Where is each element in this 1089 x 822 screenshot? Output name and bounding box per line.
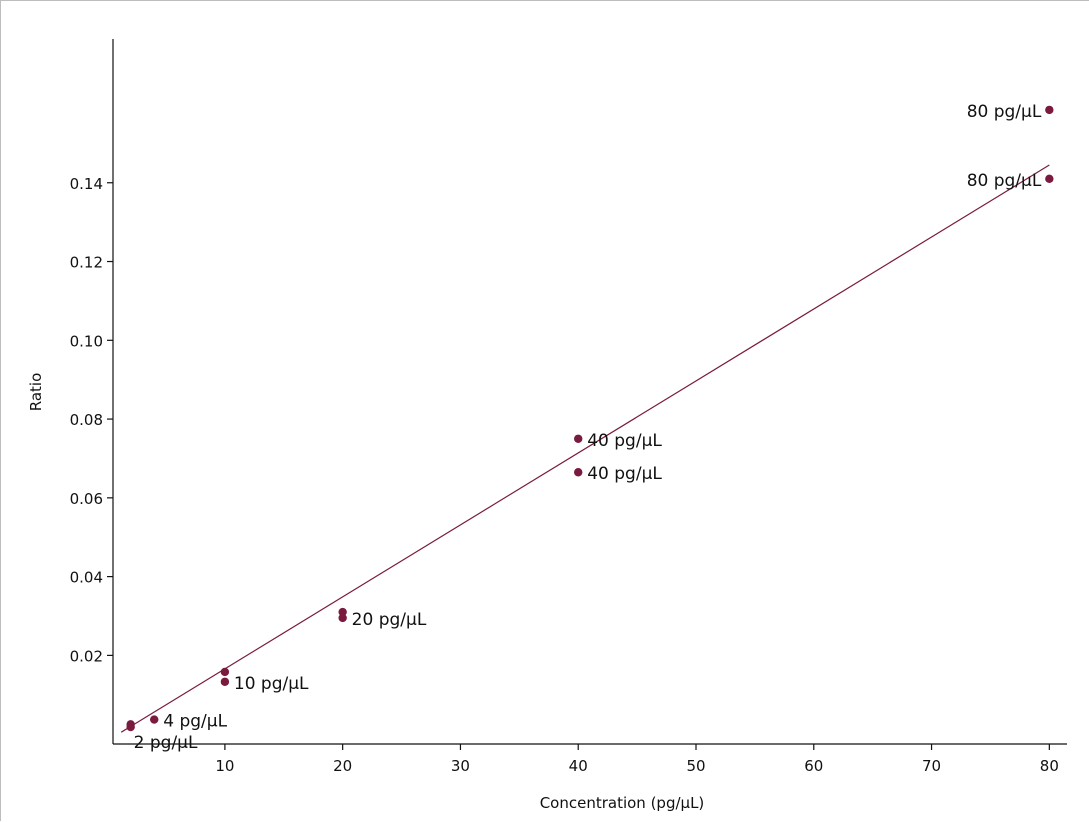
fit-line [120, 164, 1050, 733]
y-ticks: 0.02 0.04 0.06 0.08 0.10 0.12 0.14 [70, 175, 113, 665]
x-tick-label: 40 [569, 757, 588, 775]
data-point [1045, 105, 1054, 115]
fit-line-group [120, 164, 1050, 733]
y-tick-label: 0.12 [70, 254, 103, 272]
y-tick-label: 0.04 [70, 569, 103, 587]
data-point [338, 607, 347, 617]
x-tick-label: 30 [451, 757, 470, 775]
data-point [220, 677, 230, 686]
x-tick-label: 10 [215, 757, 234, 775]
data-point [126, 722, 135, 732]
data-label: 4 pg/µL [163, 712, 227, 732]
x-tick-label: 80 [1040, 757, 1059, 775]
data-point [574, 434, 583, 443]
x-tick-label: 20 [333, 757, 352, 775]
data-label: 20 pg/µL [352, 610, 427, 630]
data-label: 2 pg/µL [134, 733, 198, 753]
data-point [150, 715, 159, 724]
x-axis-title: Concentration (pg/µL) [540, 794, 705, 812]
data-point [574, 468, 583, 477]
data-labels: 2 pg/µL4 pg/µL 10 pg/µL 20 pg/µL 40 pg/µL 40… [134, 102, 1042, 753]
data-label: 80 pg/µL [967, 102, 1042, 122]
y-tick-label: 0.10 [70, 332, 103, 350]
y-tick-label: 0.14 [70, 175, 103, 193]
data-point [220, 667, 230, 677]
y-tick-label: 0.02 [70, 647, 103, 665]
x-tick-label: 60 [804, 757, 823, 775]
data-point [338, 613, 347, 623]
data-point [1045, 174, 1054, 184]
x-ticks: 10 20 30 40 50 60 70 80 [215, 744, 1059, 775]
y-axis-title: Ratio [27, 373, 45, 412]
data-label: 40 pg/µL [587, 431, 662, 451]
data-label: 80 pg/µL [967, 171, 1042, 191]
data-points [126, 105, 1054, 732]
data-label: 40 pg/µL [587, 464, 662, 484]
y-tick-label: 0.06 [70, 490, 103, 508]
x-tick-label: 50 [686, 757, 705, 775]
x-tick-label: 70 [922, 757, 941, 775]
y-tick-label: 0.08 [70, 411, 103, 429]
data-label: 10 pg/µL [234, 674, 309, 694]
